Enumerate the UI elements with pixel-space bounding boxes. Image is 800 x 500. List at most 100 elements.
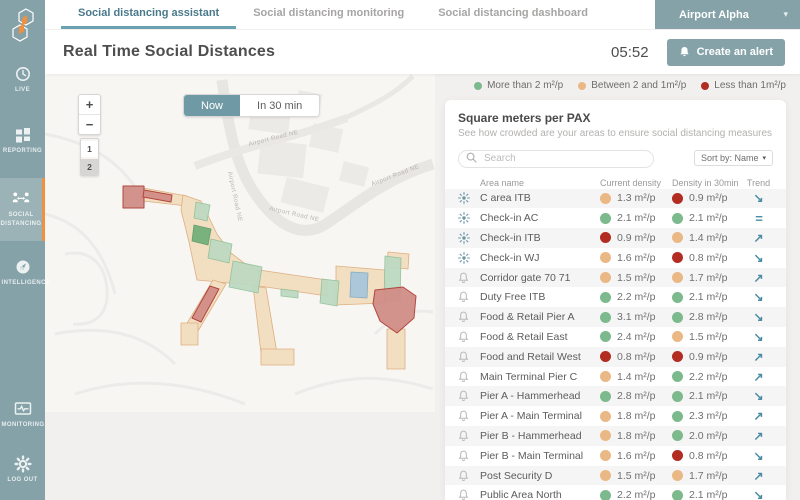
sidebar-item-reporting[interactable]: REPORTING bbox=[0, 119, 45, 162]
alert-set-button[interactable] bbox=[458, 252, 480, 264]
area-name: Pier B - Main Terminal bbox=[480, 450, 600, 462]
terminal-map-canvas[interactable]: Airport Road NE Airport Road NE Airport … bbox=[45, 74, 435, 412]
table-row[interactable]: Corridor gate 70 71 1.5 m²/p 1.7 m²/p ↗ bbox=[445, 268, 786, 288]
density-30min-cell: 2.1 m²/p bbox=[672, 390, 744, 402]
set-alert-button[interactable] bbox=[458, 351, 480, 363]
sidebar-item-live[interactable]: LIVE bbox=[0, 58, 45, 101]
trend-up-icon: ↗ bbox=[744, 470, 773, 482]
current-density-cell: 2.8 m²/p bbox=[600, 390, 672, 402]
area-table: C area ITB 1.3 m²/p 0.9 m²/p ↘ Check-in … bbox=[445, 189, 786, 500]
alert-bell-icon bbox=[458, 489, 469, 500]
sidebar-item-intelligence[interactable]: INTELLIGENCE bbox=[0, 251, 45, 294]
zoom-in-button[interactable]: + bbox=[79, 95, 100, 114]
alert-set-button[interactable] bbox=[458, 192, 480, 204]
airport-map[interactable]: Airport Road NE Airport Road NE Airport … bbox=[45, 74, 435, 412]
density-dot-icon bbox=[600, 490, 611, 500]
table-row[interactable]: Pier B - Main Terminal 1.6 m²/p 0.8 m²/p… bbox=[445, 446, 786, 466]
density-dot-icon bbox=[600, 312, 611, 323]
search-input[interactable] bbox=[458, 150, 654, 168]
sidebar-item-logout[interactable]: LOG OUT bbox=[0, 448, 45, 491]
trend-down-icon: ↘ bbox=[744, 331, 773, 343]
table-row[interactable]: Duty Free ITB 2.2 m²/p 2.1 m²/p ↘ bbox=[445, 287, 786, 307]
area-name: Pier B - Hammerhead bbox=[480, 430, 600, 442]
current-density-cell: 1.8 m²/p bbox=[600, 410, 672, 422]
set-alert-button[interactable] bbox=[458, 331, 480, 343]
table-row[interactable]: C area ITB 1.3 m²/p 0.9 m²/p ↘ bbox=[445, 189, 786, 209]
set-alert-button[interactable] bbox=[458, 272, 480, 284]
density-30min-cell: 2.1 m²/p bbox=[672, 291, 744, 303]
current-density-cell: 1.3 m²/p bbox=[600, 192, 672, 204]
area-name: Food & Retail Pier A bbox=[480, 311, 600, 323]
table-row[interactable]: Pier A - Main Terminal 1.8 m²/p 2.3 m²/p… bbox=[445, 406, 786, 426]
table-row[interactable]: Food & Retail East 2.4 m²/p 1.5 m²/p ↘ bbox=[445, 327, 786, 347]
sidebar-item-monitoring[interactable]: MONITORING bbox=[0, 393, 45, 436]
alert-bell-icon bbox=[458, 410, 469, 422]
alert-bell-icon bbox=[458, 291, 469, 303]
area-name: Duty Free ITB bbox=[480, 291, 600, 303]
org-selector[interactable]: Airport Alpha ▾ bbox=[655, 0, 800, 29]
tab-social-distancing-dashboard[interactable]: Social distancing dashboard bbox=[421, 0, 605, 29]
density-30min-cell: 1.4 m²/p bbox=[672, 232, 744, 244]
table-row[interactable]: Check-in ITB 0.9 m²/p 1.4 m²/p ↗ bbox=[445, 228, 786, 248]
set-alert-button[interactable] bbox=[458, 291, 480, 303]
table-row[interactable]: Food & Retail Pier A 3.1 m²/p 2.8 m²/p ↘ bbox=[445, 307, 786, 327]
table-row[interactable]: Main Terminal Pier C 1.4 m²/p 2.2 m²/p ↗ bbox=[445, 367, 786, 387]
sidebar: LIVE REPORTING SOCIAL DISTANCING bbox=[0, 0, 45, 500]
sidebar-item-label: SOCIAL DISTANCING bbox=[0, 211, 42, 229]
toggle-in30-button[interactable]: In 30 min bbox=[240, 95, 319, 116]
floor-2-button[interactable]: 2 bbox=[81, 159, 98, 175]
table-row[interactable]: Check-in AC 2.1 m²/p 2.1 m²/p = bbox=[445, 208, 786, 228]
trend-up-icon: ↗ bbox=[744, 272, 773, 284]
sort-by-button[interactable]: Sort by: Name ▾ bbox=[694, 150, 773, 166]
trend-equal-icon: = bbox=[744, 212, 773, 225]
alert-set-button[interactable] bbox=[458, 232, 480, 244]
density-dot-icon bbox=[672, 292, 683, 303]
set-alert-button[interactable] bbox=[458, 470, 480, 482]
area-name: Pier A - Hammerhead bbox=[480, 390, 600, 402]
density-dot-icon bbox=[600, 470, 611, 481]
top-tab-bar: Social distancing assistant Social dista… bbox=[45, 0, 800, 30]
trend-down-icon: ↘ bbox=[744, 390, 773, 402]
set-alert-button[interactable] bbox=[458, 450, 480, 462]
create-alert-button[interactable]: Create an alert bbox=[667, 39, 785, 66]
area-name: Check-in AC bbox=[480, 212, 600, 224]
set-alert-button[interactable] bbox=[458, 489, 480, 500]
density-dot-icon bbox=[672, 371, 683, 382]
sidebar-item-label: LIVE bbox=[2, 86, 44, 95]
set-alert-button[interactable] bbox=[458, 371, 480, 383]
set-alert-button[interactable] bbox=[458, 390, 480, 402]
toggle-now-button[interactable]: Now bbox=[184, 95, 240, 116]
zoom-out-button[interactable]: − bbox=[79, 114, 100, 133]
density-dot-icon bbox=[672, 430, 683, 441]
clock-icon bbox=[14, 65, 32, 83]
set-alert-button[interactable] bbox=[458, 311, 480, 323]
table-row[interactable]: Food and Retail West 0.8 m²/p 0.9 m²/p ↗ bbox=[445, 347, 786, 367]
table-row[interactable]: Post Security D 1.5 m²/p 1.7 m²/p ↗ bbox=[445, 466, 786, 486]
tab-social-distancing-assistant[interactable]: Social distancing assistant bbox=[61, 0, 236, 29]
table-row[interactable]: Pier A - Hammerhead 2.8 m²/p 2.1 m²/p ↘ bbox=[445, 386, 786, 406]
density-dot-icon bbox=[672, 252, 683, 263]
monitor-pulse-icon bbox=[14, 400, 32, 418]
trend-up-icon: ↗ bbox=[744, 371, 773, 383]
app-logo[interactable] bbox=[0, 0, 45, 50]
chevron-down-icon: ▾ bbox=[762, 154, 766, 162]
sidebar-item-social-distancing[interactable]: SOCIAL DISTANCING bbox=[0, 178, 45, 241]
table-row[interactable]: Pier B - Hammerhead 1.8 m²/p 2.0 m²/p ↗ bbox=[445, 426, 786, 446]
sidebar-item-label: REPORTING bbox=[2, 147, 44, 156]
tab-social-distancing-monitoring[interactable]: Social distancing monitoring bbox=[236, 0, 421, 29]
chevron-down-icon: ▾ bbox=[783, 9, 788, 20]
legend-item-red: Less than 1m²/p bbox=[701, 80, 786, 91]
density-30min-cell: 2.1 m²/p bbox=[672, 212, 744, 224]
current-density-cell: 1.5 m²/p bbox=[600, 272, 672, 284]
density-30min-cell: 1.7 m²/p bbox=[672, 272, 744, 284]
table-row[interactable]: Check-in WJ 1.6 m²/p 0.8 m²/p ↘ bbox=[445, 248, 786, 268]
table-row[interactable]: Public Area North 2.2 m²/p 2.1 m²/p ↘ bbox=[445, 485, 786, 500]
current-density-cell: 2.2 m²/p bbox=[600, 489, 672, 500]
floor-1-button[interactable]: 1 bbox=[81, 141, 98, 157]
current-density-cell: 1.5 m²/p bbox=[600, 470, 672, 482]
alert-set-button[interactable] bbox=[458, 212, 480, 224]
set-alert-button[interactable] bbox=[458, 410, 480, 422]
density-30min-cell: 2.8 m²/p bbox=[672, 311, 744, 323]
trend-down-icon: ↘ bbox=[744, 489, 773, 500]
set-alert-button[interactable] bbox=[458, 430, 480, 442]
